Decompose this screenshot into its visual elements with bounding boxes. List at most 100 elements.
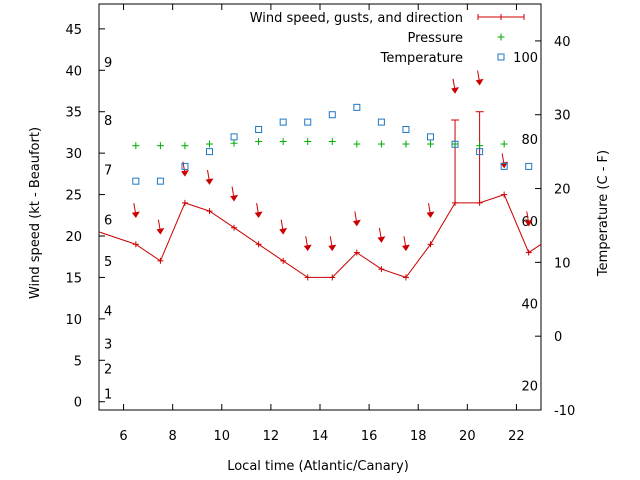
temperature-series-layer <box>132 103 533 185</box>
y-tick-label: 30 <box>65 147 82 162</box>
wind-direction-arrow <box>402 236 410 252</box>
temperature-point <box>427 133 434 141</box>
beaufort-label: 5 <box>104 255 112 270</box>
wind-speed-point <box>280 257 287 264</box>
wind-direction-arrow <box>156 219 165 235</box>
pressure-point <box>402 140 410 148</box>
wind-speed-point <box>304 274 311 281</box>
arrow-head <box>131 211 140 219</box>
arrow-head <box>230 194 239 202</box>
wind-speed-point <box>402 274 409 281</box>
plot-area <box>98 3 542 411</box>
wind-direction-arrow <box>205 169 214 185</box>
fahrenheit-label: 80 <box>521 133 538 148</box>
pressure-series-layer <box>132 138 508 150</box>
x-tick-label: 8 <box>169 429 177 444</box>
pressure-point <box>156 142 164 150</box>
y-tick-label: 25 <box>65 189 82 204</box>
temperature-point <box>132 177 140 185</box>
temperature-point <box>500 162 508 170</box>
fahrenheit-label: 100 <box>513 51 538 66</box>
wind-speed-point <box>181 199 188 206</box>
wind-speed-point <box>231 224 238 231</box>
wind-speed-line <box>98 193 542 278</box>
wind-speed-point <box>427 241 434 248</box>
y-tick-label: 15 <box>65 271 82 286</box>
wind-direction-arrow <box>279 219 288 235</box>
wind-speed-point <box>255 241 262 248</box>
wind-speed-point <box>378 266 385 273</box>
y2-tick-label: 20 <box>554 183 571 198</box>
x-tick-label: 14 <box>312 429 329 444</box>
temperature-point <box>230 133 238 141</box>
wind-direction-arrow <box>303 236 312 252</box>
temperature-point <box>304 118 312 126</box>
arrow-head <box>181 170 189 177</box>
wind-speed-point <box>525 249 532 256</box>
fahrenheit-label: 40 <box>521 298 538 313</box>
wind-speed-point <box>157 257 164 264</box>
arrow-head <box>254 211 263 219</box>
arrow-head <box>426 211 435 219</box>
y2-tick-label: 10 <box>554 256 571 271</box>
legend-sample-temperature <box>497 53 505 61</box>
wind-series-layer <box>98 70 542 281</box>
temperature-point <box>451 140 459 148</box>
beaufort-label: 6 <box>104 213 112 228</box>
legend-label: Pressure <box>407 31 463 46</box>
legend-label: Temperature <box>380 51 463 66</box>
arrow-head <box>328 244 337 252</box>
beaufort-label: 8 <box>104 114 112 129</box>
beaufort-scale: 1 2 3 4 5 6 7 8 9 <box>104 56 112 402</box>
pressure-point <box>377 140 385 148</box>
beaufort-label: 7 <box>104 164 112 179</box>
temperature-point <box>279 118 287 126</box>
pressure-point <box>353 140 361 148</box>
temperature-point <box>156 177 164 185</box>
temperature-point <box>206 148 213 156</box>
legend-sample-pressure <box>497 33 505 41</box>
y-tick-label: 35 <box>65 106 82 121</box>
arrow-head <box>524 219 533 227</box>
y2-tick-label: -10 <box>554 404 575 419</box>
y-tick-label: 40 <box>65 64 82 79</box>
pressure-point <box>206 140 213 148</box>
pressure-point <box>476 142 484 150</box>
arrow-head <box>156 228 165 235</box>
fahrenheit-scale: 20406080100 <box>513 51 538 394</box>
temperature-point <box>377 118 385 126</box>
wind-direction-arrow <box>377 227 386 243</box>
pressure-point <box>500 140 508 148</box>
y-tick-label: 10 <box>65 313 82 328</box>
pressure-point <box>328 138 336 146</box>
wind-gust-bar <box>451 119 460 203</box>
pressure-point <box>279 138 287 146</box>
wind-direction-arrow <box>352 211 361 227</box>
y-axis-label: Wind speed (kt - Beaufort) <box>28 127 43 299</box>
arrow-head <box>475 78 484 86</box>
legend-sample-wind <box>477 14 525 20</box>
arrow-head <box>352 219 361 227</box>
x-tick-label: 22 <box>508 429 525 444</box>
arrow-head <box>402 244 410 252</box>
arrow-head <box>377 236 386 243</box>
y2-tick-label: 0 <box>554 330 562 345</box>
temperature-point <box>476 148 484 156</box>
temperature-point <box>402 125 410 133</box>
pressure-point <box>132 142 140 150</box>
wind-direction-arrow <box>131 203 140 219</box>
temperature-point <box>181 162 189 170</box>
wind-direction-arrow <box>254 203 263 219</box>
x-tick-label: 12 <box>263 429 280 444</box>
plot-border <box>98 3 542 411</box>
wind-speed-point <box>353 249 360 256</box>
wind-direction-arrow <box>328 236 337 252</box>
wind-speed-point <box>501 191 508 198</box>
beaufort-label: 4 <box>104 305 112 320</box>
wind-direction-arrow <box>426 203 435 219</box>
wind-direction-arrow <box>500 153 509 169</box>
x-tick-label: 10 <box>214 429 231 444</box>
x-tick-label: 20 <box>459 429 476 444</box>
pressure-point <box>427 140 434 148</box>
